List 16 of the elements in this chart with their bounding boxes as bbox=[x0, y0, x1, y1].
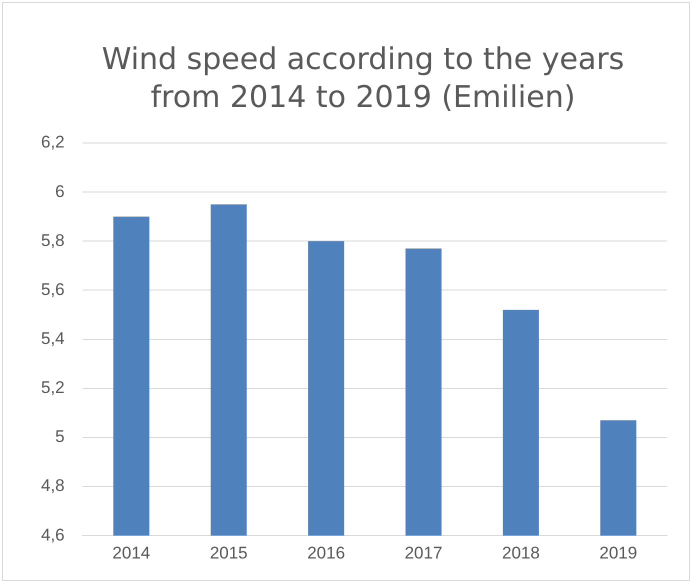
y-tick-label: 5,4 bbox=[40, 328, 65, 348]
x-tick-label: 2015 bbox=[210, 543, 248, 562]
y-tick-label: 4,8 bbox=[40, 476, 65, 496]
x-tick-label: 2016 bbox=[307, 543, 346, 562]
x-tick-label: 2014 bbox=[112, 543, 150, 562]
y-tick-label: 4,6 bbox=[40, 525, 65, 544]
x-tick-label: 2018 bbox=[502, 543, 540, 562]
y-tick-label: 5,8 bbox=[40, 230, 65, 250]
y-tick-label: 6 bbox=[55, 182, 65, 201]
chart-title: Wind speed according to the years from 2014 to 2019 (Emilien) bbox=[100, 41, 626, 117]
y-tick-label: 5,6 bbox=[40, 280, 65, 299]
x-tick-label: 2019 bbox=[599, 543, 638, 562]
y-tick-label: 5,2 bbox=[40, 378, 65, 398]
y-tick-label: 5 bbox=[55, 427, 65, 446]
y-tick-label: 6,2 bbox=[40, 132, 65, 152]
x-tick-label: 2017 bbox=[404, 543, 442, 562]
